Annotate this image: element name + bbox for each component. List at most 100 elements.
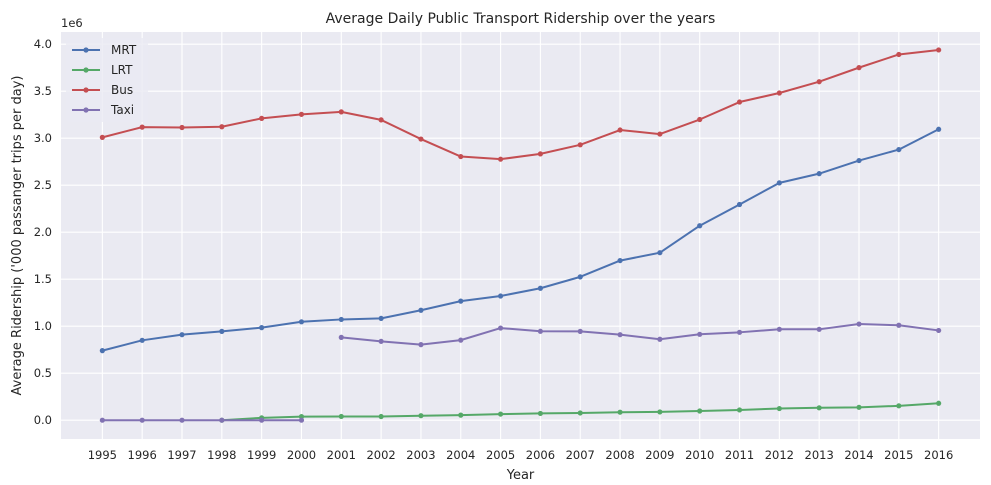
data-point xyxy=(497,156,504,162)
data-point xyxy=(856,65,862,71)
data-point xyxy=(259,325,265,331)
plot-background xyxy=(61,32,980,439)
legend-box xyxy=(66,38,148,122)
data-point xyxy=(298,417,305,423)
x-tick-label: 2014 xyxy=(844,448,873,462)
y-tick-label: 2.5 xyxy=(34,178,52,192)
legend-label: Taxi xyxy=(110,103,134,117)
data-point xyxy=(179,417,185,423)
x-tick-label: 1998 xyxy=(207,448,236,462)
x-tick-label: 2015 xyxy=(884,448,913,462)
data-point xyxy=(577,274,583,280)
x-tick-label: 2002 xyxy=(366,448,395,462)
data-point xyxy=(896,146,902,153)
y-tick-label: 0.5 xyxy=(34,366,52,380)
y-tick-label: 1.5 xyxy=(34,272,52,286)
data-point xyxy=(298,414,305,420)
data-point xyxy=(139,417,145,423)
data-point xyxy=(219,417,225,423)
data-point xyxy=(617,332,623,338)
data-point xyxy=(657,409,663,415)
data-point xyxy=(378,338,384,344)
data-point xyxy=(378,413,384,420)
data-point xyxy=(537,328,544,334)
data-point xyxy=(259,417,265,423)
data-point xyxy=(259,115,265,121)
y-tick-label: 0.0 xyxy=(34,413,52,427)
series-lines xyxy=(99,47,942,423)
data-point xyxy=(936,400,942,406)
legend-marker xyxy=(83,87,89,93)
data-point xyxy=(816,326,822,332)
legend-marker xyxy=(83,107,89,113)
y-axis-label: Average Ridership ('000 passanger trips … xyxy=(10,76,25,396)
data-point xyxy=(418,342,424,348)
data-point xyxy=(378,117,384,123)
data-point xyxy=(617,127,623,133)
data-point xyxy=(139,124,145,130)
x-tick-label: 2005 xyxy=(486,448,515,462)
data-point xyxy=(577,410,583,416)
series-line xyxy=(341,323,939,346)
data-point xyxy=(338,413,344,420)
y-tick-label: 3.5 xyxy=(34,84,52,98)
data-point xyxy=(298,111,305,117)
data-point xyxy=(896,51,902,58)
data-point xyxy=(537,151,544,157)
y-tick-label: 3.0 xyxy=(34,131,52,145)
data-point xyxy=(697,408,703,414)
x-tick-label: 2010 xyxy=(685,448,714,462)
legend-marker xyxy=(83,67,89,73)
x-tick-labels: 1995 1996 1997 1998 1999 2000 2001 2002 2003 2004… xyxy=(88,448,954,462)
x-tick-label: 2012 xyxy=(765,448,794,462)
data-point xyxy=(657,336,663,342)
data-point xyxy=(418,307,424,313)
legend: MRT LRT Bus Taxi xyxy=(66,38,148,122)
y-tick-labels: 0.0 0.5 1.0 1.5 2.0 2.5 3.0 3.5 4.0 xyxy=(34,37,52,427)
data-point xyxy=(657,250,663,256)
data-point xyxy=(179,124,185,131)
data-point xyxy=(736,99,743,105)
series-bus xyxy=(99,47,942,162)
data-point xyxy=(497,411,504,417)
data-point xyxy=(219,328,225,334)
data-point xyxy=(497,325,504,331)
data-point xyxy=(697,331,703,337)
y-axis-scale-label: 1e6 xyxy=(61,16,83,30)
x-tick-label: 2003 xyxy=(406,448,435,462)
data-point xyxy=(458,337,464,343)
data-point xyxy=(776,405,782,412)
data-point xyxy=(99,348,105,354)
data-point xyxy=(537,285,544,291)
x-tick-label: 2000 xyxy=(287,448,316,462)
data-point xyxy=(736,329,743,335)
data-point xyxy=(99,417,105,423)
data-point xyxy=(418,413,424,419)
legend-marker xyxy=(83,47,89,53)
data-point xyxy=(697,116,703,123)
data-point xyxy=(577,142,583,148)
x-tick-label: 2006 xyxy=(526,448,555,462)
x-tick-label: 2007 xyxy=(566,448,595,462)
x-tick-label: 1997 xyxy=(167,448,196,462)
data-point xyxy=(936,327,942,334)
legend-label: LRT xyxy=(111,63,133,77)
data-point xyxy=(497,293,504,299)
data-point xyxy=(617,409,623,415)
series-line xyxy=(102,48,939,161)
y-tick-label: 1.0 xyxy=(34,319,52,333)
x-tick-label: 2008 xyxy=(605,448,634,462)
data-point xyxy=(856,157,862,164)
data-point xyxy=(816,171,822,177)
data-point xyxy=(657,131,663,137)
data-point xyxy=(816,405,822,411)
chart-title: Average Daily Public Transport Ridership… xyxy=(326,11,716,27)
data-point xyxy=(776,326,782,332)
data-point xyxy=(697,223,703,229)
series-taxi xyxy=(99,321,942,423)
x-axis-label: Year xyxy=(506,468,535,483)
data-point xyxy=(219,124,225,130)
data-point xyxy=(458,412,464,418)
data-point xyxy=(99,134,105,140)
